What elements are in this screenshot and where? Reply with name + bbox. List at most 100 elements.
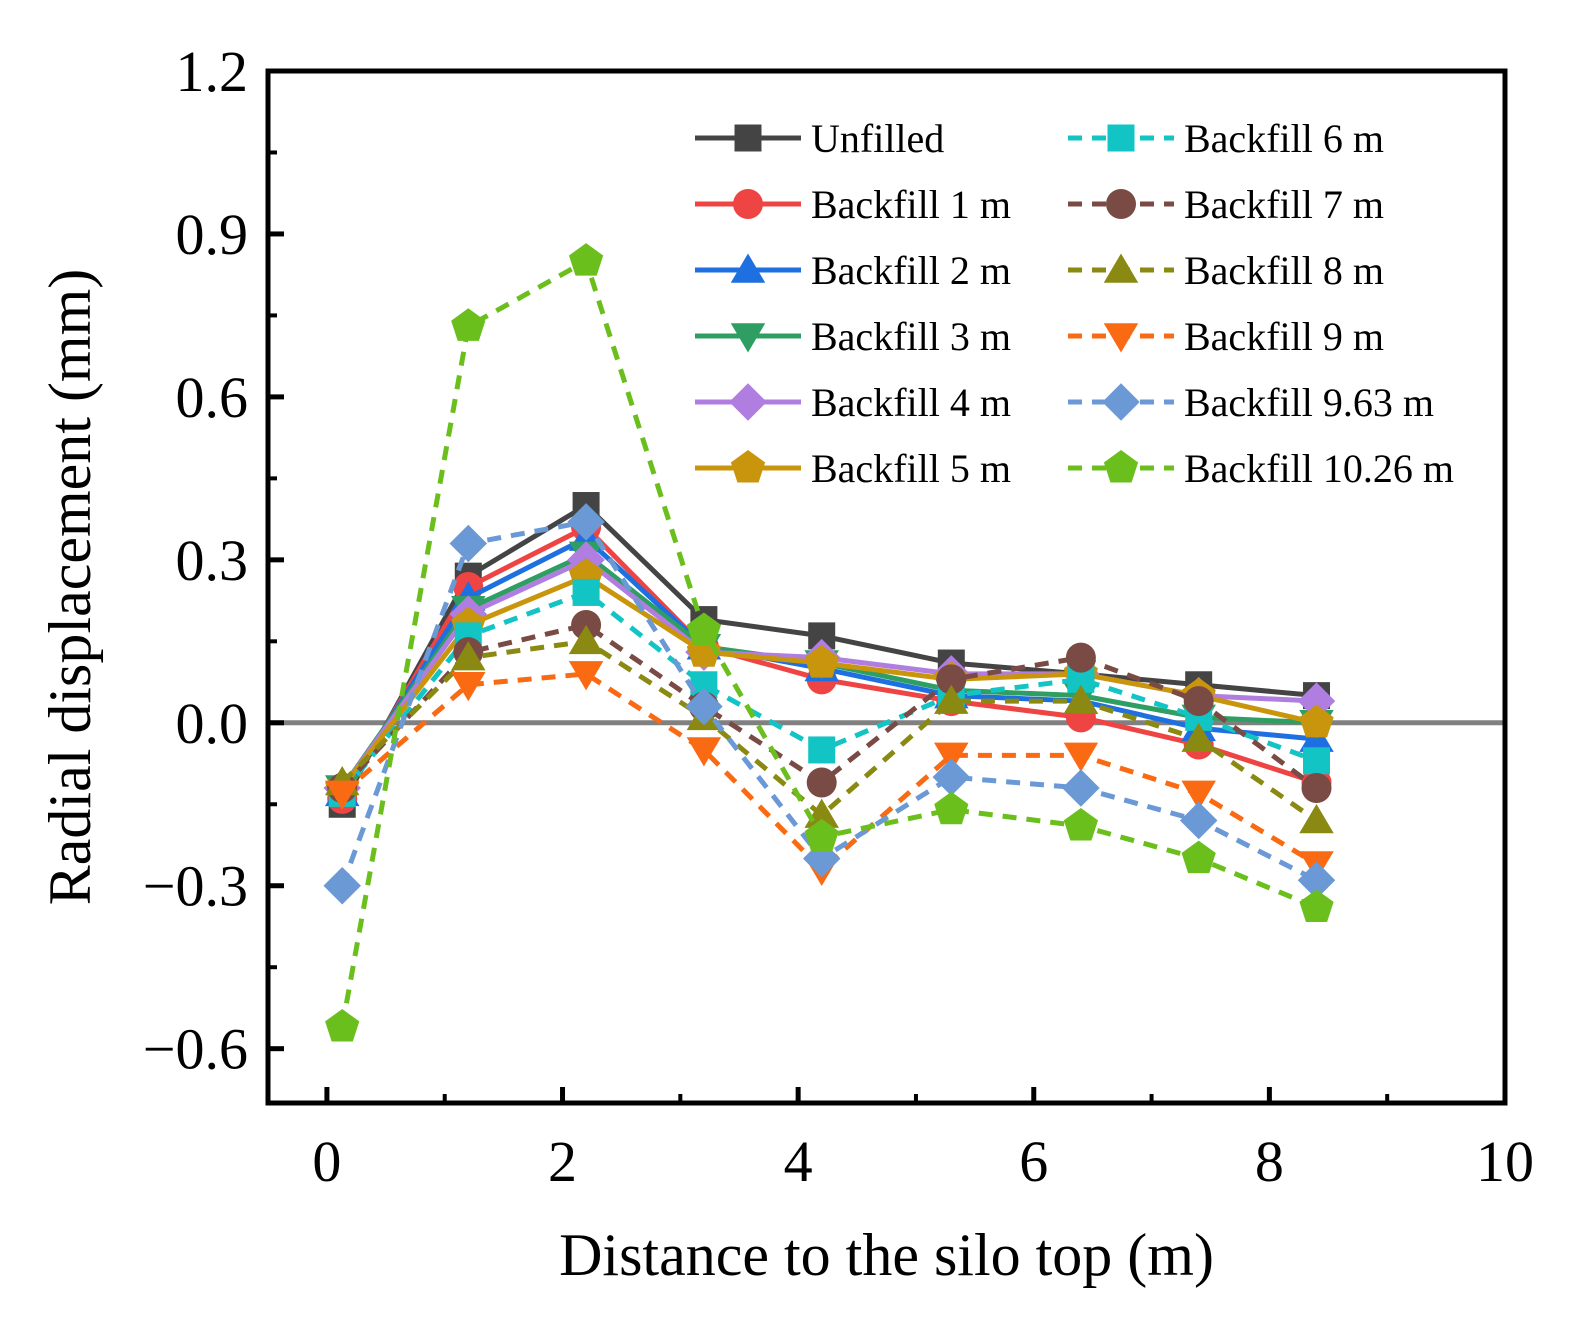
legend-item: Backfill 6 m: [1068, 116, 1384, 161]
series-11: [325, 243, 1334, 1042]
legend-marker: [730, 450, 766, 483]
legend-label: Backfill 10.26 m: [1184, 446, 1454, 491]
data-point: [1299, 889, 1334, 923]
series-line: [340, 671, 1318, 872]
data-point: [451, 672, 486, 702]
legend: Unfilled Backfill 1 m Backfill 2 m Backfill…: [695, 116, 1454, 491]
legend-label: Backfill 3 m: [811, 314, 1011, 359]
x-tick-label: 2: [548, 1129, 577, 1194]
data-point: [1299, 804, 1334, 834]
data-point: [1181, 780, 1216, 810]
data-point: [934, 742, 969, 772]
y-tick-label: 0.3: [176, 528, 249, 593]
data-point: [804, 818, 839, 852]
legend-marker: [1103, 253, 1139, 283]
legend-label: Unfilled: [811, 116, 944, 161]
legend-label: Backfill 8 m: [1184, 248, 1384, 293]
legend-label: Backfill 1 m: [811, 182, 1011, 227]
legend-item: Backfill 7 m: [1068, 182, 1384, 227]
data-point: [808, 736, 836, 764]
legend-marker: [733, 189, 763, 219]
legend-item: Backfill 3 m: [695, 314, 1011, 359]
legend-marker: [734, 124, 762, 152]
data-point: [1179, 801, 1218, 840]
legend-marker: [730, 323, 766, 353]
data-point: [324, 780, 360, 810]
data-point: [804, 645, 839, 678]
x-tick-label: 8: [1255, 1129, 1284, 1194]
data-point: [568, 624, 604, 655]
x-axis-title: Distance to the silo top (m): [559, 1222, 1214, 1288]
data-point: [1063, 684, 1099, 714]
data-point: [1183, 686, 1214, 717]
y-tick-label: 0.9: [176, 202, 249, 267]
legend-marker: [1106, 189, 1136, 219]
x-tick-label: 0: [312, 1129, 341, 1194]
legend-item: Backfill 9.63 m: [1068, 380, 1434, 425]
legend-marker: [730, 253, 766, 283]
legend-label: Backfill 6 m: [1184, 116, 1384, 161]
legend-marker: [1103, 450, 1139, 483]
data-point: [451, 641, 486, 671]
y-tick-label: −0.3: [143, 854, 248, 919]
data-point: [934, 791, 969, 825]
data-point: [1297, 682, 1336, 720]
y-tick-label: 0.0: [176, 691, 249, 756]
legend-label: Backfill 7 m: [1184, 182, 1384, 227]
legend-item: Backfill 2 m: [695, 248, 1011, 293]
data-point: [567, 503, 605, 541]
legend-label: Backfill 2 m: [811, 248, 1011, 293]
y-tick-label: 0.6: [176, 365, 249, 430]
x-tick-label: 4: [784, 1129, 813, 1194]
data-point: [936, 664, 967, 695]
series-10: [323, 503, 1336, 905]
legend-marker: [1103, 323, 1139, 353]
x-tick-label: 6: [1019, 1129, 1048, 1194]
data-point: [1065, 642, 1096, 673]
data-point: [1303, 747, 1331, 775]
data-point: [1301, 772, 1332, 803]
series-9: [324, 661, 1334, 886]
legend-item: Backfill 10.26 m: [1068, 446, 1454, 491]
data-point: [1063, 742, 1099, 772]
legend-item: Backfill 1 m: [695, 182, 1011, 227]
legend-item: Backfill 4 m: [695, 380, 1011, 425]
x-tick-label: 10: [1476, 1129, 1534, 1194]
data-point: [1062, 769, 1100, 807]
series-layer: [323, 243, 1336, 1042]
tick-layer: 0 2 4 6 8 10 −0.6 −0.3 0.0 0.3 0.6 0.9 1.2: [143, 39, 1534, 1194]
legend-marker: [1107, 124, 1135, 152]
data-point: [568, 661, 604, 691]
data-point: [1299, 704, 1334, 738]
data-point: [1063, 807, 1099, 841]
legend-item: Backfill 8 m: [1068, 248, 1384, 293]
legend-label: Backfill 9 m: [1184, 314, 1384, 359]
data-point: [568, 243, 604, 276]
legend-label: Backfill 5 m: [811, 446, 1011, 491]
data-point: [325, 1008, 360, 1042]
legend-marker: [729, 383, 767, 421]
legend-marker: [1102, 383, 1140, 421]
legend-label: Backfill 9.63 m: [1184, 380, 1434, 425]
legend-item: Backfill 9 m: [1068, 314, 1384, 359]
data-point: [685, 687, 723, 726]
data-point: [1181, 840, 1216, 874]
data-point: [1297, 861, 1336, 900]
legend-item: Backfill 5 m: [695, 446, 1011, 491]
data-point: [1181, 722, 1216, 752]
y-tick-label: 1.2: [176, 39, 249, 104]
data-point: [686, 612, 722, 646]
data-point: [932, 758, 971, 796]
y-tick-label: −0.6: [143, 1017, 248, 1082]
legend-label: Backfill 4 m: [811, 380, 1011, 425]
data-point: [806, 767, 837, 798]
data-point: [686, 737, 722, 767]
legend-item: Unfilled: [695, 116, 944, 161]
plot-frame: [265, 68, 1508, 1106]
data-point: [449, 524, 488, 563]
data-point: [572, 578, 600, 606]
data-point: [451, 308, 486, 341]
data-point: [934, 684, 969, 714]
data-point: [323, 866, 361, 905]
